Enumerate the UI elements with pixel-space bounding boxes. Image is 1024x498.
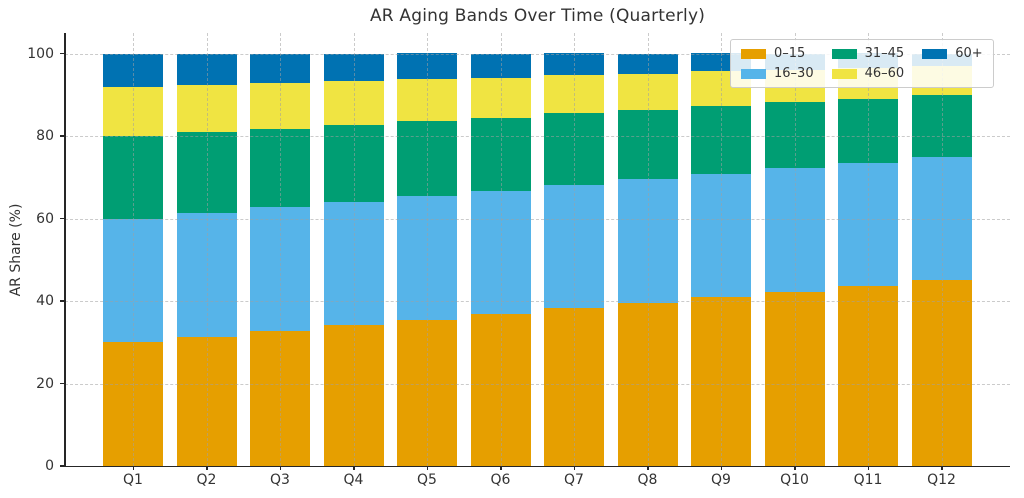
legend-item-0–15: 0–15 (741, 46, 814, 61)
x-tick-label-Q4: Q4 (343, 472, 364, 488)
gridline-v-Q5 (427, 33, 428, 466)
legend-swatch-icon (831, 48, 857, 59)
x-tick-mark-Q5 (426, 466, 428, 470)
x-tick-label-Q6: Q6 (490, 472, 511, 488)
x-axis-spine (64, 465, 1010, 467)
x-tick-mark-Q10 (794, 466, 796, 470)
gridline-h-60 (65, 218, 1010, 220)
gridline-v-Q9 (721, 33, 722, 466)
gridline-v-Q1 (133, 33, 134, 466)
y-tick-mark-0 (60, 465, 64, 467)
y-tick-label-20: 20 (36, 375, 54, 392)
y-tick-label-40: 40 (36, 293, 54, 310)
x-tick-mark-Q9 (720, 466, 722, 470)
legend-label: 60+ (955, 46, 983, 61)
y-tick-mark-60 (60, 217, 64, 220)
x-tick-label-Q8: Q8 (637, 472, 658, 488)
y-tick-mark-100 (60, 52, 64, 55)
x-tick-label-Q12: Q12 (927, 472, 956, 488)
x-tick-mark-Q2 (206, 466, 208, 470)
x-tick-mark-Q11 (867, 466, 869, 470)
x-tick-label-Q10: Q10 (780, 472, 809, 488)
y-tick-mark-80 (60, 135, 64, 137)
x-tick-label-Q11: Q11 (853, 472, 883, 488)
legend: 0–15 16–30 31–45 46–60 60+ (730, 39, 994, 88)
y-tick-label-100: 100 (27, 45, 54, 62)
gridline-v-Q2 (206, 33, 208, 466)
gridline-v-Q3 (280, 33, 281, 466)
legend-column-2: 31–45 46–60 (831, 46, 905, 81)
gridline-v-Q10 (794, 33, 796, 466)
legend-label: 46–60 (864, 66, 905, 81)
gridline-h-80 (65, 136, 1010, 138)
legend-column-3: 60+ (922, 46, 983, 61)
x-tick-label-Q3: Q3 (270, 472, 290, 488)
legend-item-46–60: 46–60 (831, 66, 905, 81)
x-tick-label-Q9: Q9 (711, 472, 731, 488)
legend-label: 16–30 (774, 66, 814, 81)
legend-item-31–45: 31–45 (831, 46, 905, 61)
gridline-v-Q7 (574, 33, 575, 466)
legend-label: 0–15 (774, 46, 806, 61)
gridline-v-Q8 (647, 33, 649, 466)
gridline-h-40 (65, 301, 1010, 303)
x-tick-mark-Q6 (500, 466, 502, 470)
legend-column-1: 0–15 16–30 (741, 46, 814, 81)
x-tick-label-Q7: Q7 (564, 472, 584, 488)
gridline-h-20 (65, 383, 1010, 385)
x-tick-label-Q5: Q5 (417, 472, 437, 488)
y-tick-label-0: 0 (45, 458, 54, 474)
gridline-v-Q6 (500, 33, 502, 466)
legend-swatch-icon (922, 48, 948, 59)
gridline-v-Q11 (868, 33, 869, 466)
legend-swatch-icon (741, 48, 766, 59)
x-tick-mark-Q3 (279, 466, 281, 470)
y-tick-label-60: 60 (36, 210, 54, 227)
y-tick-mark-40 (60, 300, 64, 302)
y-tick-label-80: 80 (36, 128, 54, 145)
gridline-v-Q4 (353, 33, 355, 466)
x-tick-mark-Q4 (353, 466, 355, 470)
legend-item-16–30: 16–30 (741, 66, 814, 81)
y-tick-mark-20 (60, 382, 64, 385)
legend-item-60+: 60+ (922, 46, 983, 61)
x-tick-mark-Q8 (647, 466, 649, 470)
x-tick-label-Q1: Q1 (123, 472, 143, 488)
x-tick-mark-Q7 (573, 466, 575, 470)
legend-swatch-icon (741, 68, 766, 79)
chart-title: AR Aging Bands Over Time (Quarterly) (369, 6, 706, 26)
plot-area: 0–15 16–30 31–45 46–60 60+ (64, 33, 1010, 467)
x-tick-mark-Q1 (132, 466, 134, 470)
y-axis-spine (64, 33, 66, 466)
x-tick-label-Q2: Q2 (196, 472, 217, 488)
x-tick-mark-Q12 (941, 466, 943, 470)
legend-label: 31–45 (864, 46, 905, 61)
legend-swatch-icon (831, 68, 857, 79)
gridline-v-Q12 (941, 33, 943, 466)
gridline-h-100 (65, 53, 1010, 55)
